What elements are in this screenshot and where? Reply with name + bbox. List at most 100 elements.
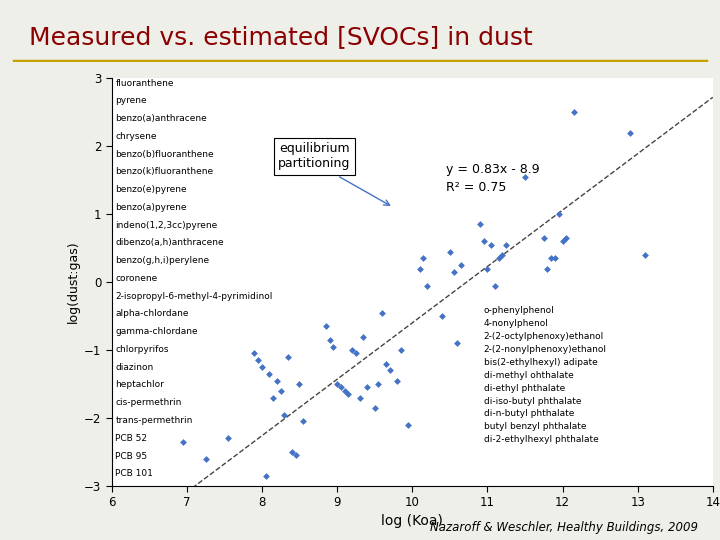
Point xyxy=(253,356,264,364)
Point xyxy=(377,308,388,317)
Text: di-ethyl phthalate: di-ethyl phthalate xyxy=(484,383,565,393)
Point xyxy=(331,380,343,388)
Text: di-methyl ohthalate: di-methyl ohthalate xyxy=(484,371,573,380)
Text: di-2-ethylhexyl phthalate: di-2-ethylhexyl phthalate xyxy=(484,435,598,444)
Point xyxy=(320,322,331,330)
Text: 2-isopropyl-6-methyl-4-pyrimidinol: 2-isopropyl-6-methyl-4-pyrimidinol xyxy=(115,292,273,301)
Text: gamma-chlordane: gamma-chlordane xyxy=(115,327,198,336)
Point xyxy=(248,349,260,358)
Point xyxy=(294,380,305,388)
Point xyxy=(421,281,433,290)
Text: PCB 95: PCB 95 xyxy=(115,451,148,461)
Text: bis(2-ethylhexyl) adipate: bis(2-ethylhexyl) adipate xyxy=(484,358,598,367)
Point xyxy=(222,434,234,443)
Text: coronene: coronene xyxy=(115,274,158,283)
Point xyxy=(361,383,373,392)
Point xyxy=(287,448,298,456)
Text: indeno(1,2,3cc)pyrene: indeno(1,2,3cc)pyrene xyxy=(115,221,217,230)
Point xyxy=(560,234,572,242)
Point xyxy=(358,332,369,341)
Point xyxy=(639,251,651,259)
Point xyxy=(448,268,459,276)
Text: chrysene: chrysene xyxy=(115,132,157,141)
Point xyxy=(482,264,493,273)
Y-axis label: log(dust:gas): log(dust:gas) xyxy=(67,241,80,323)
Point xyxy=(369,403,380,412)
Text: butyl benzyl phthalate: butyl benzyl phthalate xyxy=(484,422,586,431)
Point xyxy=(553,210,564,219)
Text: benzo(b)fluoranthene: benzo(b)fluoranthene xyxy=(115,150,214,159)
Text: PCB 101: PCB 101 xyxy=(115,469,153,478)
Text: fluoranthene: fluoranthene xyxy=(115,78,174,87)
Point xyxy=(267,393,279,402)
Point xyxy=(354,393,365,402)
Point xyxy=(474,220,485,229)
Point xyxy=(493,254,505,262)
Text: cis-permethrin: cis-permethrin xyxy=(115,398,181,407)
Point xyxy=(279,410,290,419)
Point xyxy=(538,234,549,242)
Text: pyrene: pyrene xyxy=(115,96,147,105)
Point xyxy=(264,369,275,378)
Text: diazinon: diazinon xyxy=(115,363,153,372)
Point xyxy=(489,281,500,290)
Text: benzo(g,h,i)perylene: benzo(g,h,i)perylene xyxy=(115,256,210,265)
Point xyxy=(549,254,561,262)
Point xyxy=(260,471,271,480)
Point xyxy=(624,129,636,137)
Point xyxy=(414,264,426,273)
Point xyxy=(546,254,557,262)
Point xyxy=(275,387,287,395)
Point xyxy=(271,376,283,385)
Point xyxy=(335,383,346,392)
Point xyxy=(346,346,358,354)
Point xyxy=(199,455,211,463)
Text: Nazaroff & Weschler, Healthy Buildings, 2009: Nazaroff & Weschler, Healthy Buildings, … xyxy=(431,521,698,534)
Text: dibenzo(a,h)anthracene: dibenzo(a,h)anthracene xyxy=(115,238,224,247)
Point xyxy=(568,108,580,117)
Point xyxy=(297,417,309,426)
Text: chlorpyrifos: chlorpyrifos xyxy=(115,345,169,354)
Point xyxy=(500,240,512,249)
Point xyxy=(541,264,553,273)
Text: di-n-butyl phthalate: di-n-butyl phthalate xyxy=(484,409,574,418)
Point xyxy=(324,335,336,344)
Point xyxy=(392,376,403,385)
Text: benzo(e)pyrene: benzo(e)pyrene xyxy=(115,185,187,194)
X-axis label: log (Koa): log (Koa) xyxy=(382,514,443,528)
Text: 2-(2-nonylphenoxy)ethanol: 2-(2-nonylphenoxy)ethanol xyxy=(484,345,606,354)
Point xyxy=(557,237,568,246)
Point xyxy=(290,451,302,460)
Text: benzo(a)pyrene: benzo(a)pyrene xyxy=(115,203,187,212)
Point xyxy=(436,312,448,320)
Point xyxy=(384,366,395,375)
Text: o-phenylphenol: o-phenylphenol xyxy=(484,306,554,315)
Text: Measured vs. estimated [SVOCs] in dust: Measured vs. estimated [SVOCs] in dust xyxy=(29,25,533,49)
Text: benzo(k)fluoranthene: benzo(k)fluoranthene xyxy=(115,167,214,177)
Text: alpha-chlordane: alpha-chlordane xyxy=(115,309,189,319)
Text: heptachlor: heptachlor xyxy=(115,381,164,389)
Point xyxy=(282,353,294,361)
Point xyxy=(485,240,497,249)
Point xyxy=(373,380,384,388)
Point xyxy=(519,172,531,181)
Text: equilibrium
partitioning: equilibrium partitioning xyxy=(279,143,351,171)
Point xyxy=(402,421,414,429)
Point xyxy=(339,387,351,395)
Text: PCB 52: PCB 52 xyxy=(115,434,148,443)
Point xyxy=(478,237,490,246)
Point xyxy=(444,247,456,256)
Text: 2-(2-octylphenoxy)ethanol: 2-(2-octylphenoxy)ethanol xyxy=(484,332,604,341)
Text: benzo(a)anthracene: benzo(a)anthracene xyxy=(115,114,207,123)
Point xyxy=(256,363,268,372)
Text: y = 0.83x - 8.9
R² = 0.75: y = 0.83x - 8.9 R² = 0.75 xyxy=(446,163,540,194)
Point xyxy=(497,251,508,259)
Point xyxy=(455,261,467,269)
Point xyxy=(343,390,354,399)
Point xyxy=(418,254,429,262)
Point xyxy=(328,342,339,351)
Text: di-iso-butyl phthalate: di-iso-butyl phthalate xyxy=(484,396,581,406)
Text: 4-nonylphenol: 4-nonylphenol xyxy=(484,319,549,328)
Point xyxy=(451,339,463,348)
Point xyxy=(395,346,407,354)
